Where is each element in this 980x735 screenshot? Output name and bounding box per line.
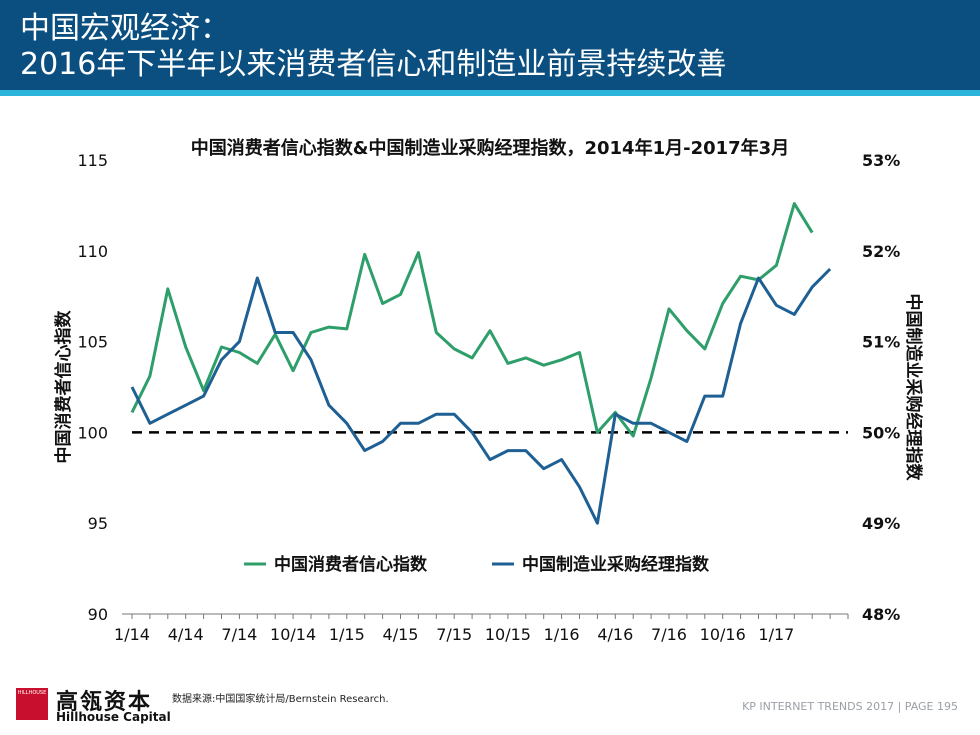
x-tick-label: 1/17 (758, 625, 794, 644)
x-tick-label: 10/15 (485, 625, 531, 644)
logo-chinese-name: 高瓴资本 (56, 690, 153, 715)
y-right-tick-label: 52% (862, 242, 900, 261)
y-left-tick-label: 105 (77, 333, 108, 352)
x-tick-label: 10/16 (700, 625, 746, 644)
x-tick-label: 1/15 (329, 625, 365, 644)
consumer-confidence-line (130, 202, 814, 438)
chart-title: 中国消费者信心指数&中国制造业采购经理指数，2014年1月-2017年3月 (191, 137, 789, 159)
y-left-axis-label: 中国消费者信心指数 (53, 310, 74, 464)
y-left-tick-label: 90 (88, 605, 108, 624)
x-tick-label: 1/14 (114, 625, 150, 644)
hillhouse-logo-icon (16, 688, 48, 720)
y-right-tick-label: 49% (862, 514, 900, 533)
footer-page-info: KP INTERNET TRENDS 2017 | PAGE 195 (742, 700, 958, 713)
page-title-line1: 中国宏观经济： (20, 11, 230, 46)
x-tick-label: 7/15 (436, 625, 472, 644)
legend-label: 中国消费者信心指数 (274, 554, 428, 575)
x-tick-label: 7/16 (651, 625, 687, 644)
y-right-tick-label: 51% (862, 333, 900, 352)
logo-small-text: HILLHOUSE (17, 690, 47, 696)
x-tick-label: 1/16 (544, 625, 580, 644)
chart-legend: 中国消费者信心指数 中国制造业采购经理指数 (244, 554, 710, 575)
x-tick-label: 4/15 (383, 625, 419, 644)
x-tick-label: 4/16 (597, 625, 633, 644)
logo-english-name: Hillhouse Capital (56, 710, 171, 724)
y-left-tick-label: 100 (77, 423, 108, 442)
y-left-tick-label: 95 (88, 514, 108, 533)
y-left-tick-label: 110 (77, 242, 108, 261)
y-right-tick-label: 48% (862, 605, 900, 624)
legend-label: 中国制造业采购经理指数 (522, 554, 710, 575)
page-title-line2: 2016年下半年以来消费者信心和制造业前景持续改善 (20, 47, 727, 82)
pmi-line (130, 267, 832, 525)
y-right-tick-label: 50% (862, 423, 900, 442)
y-left-tick-label: 115 (77, 151, 108, 170)
source-note: 数据来源:中国国家统计局/Bernstein Research. (172, 694, 389, 705)
chart-axes: 90 95 100 105 110 115 48% 49% 50% 51% 52% 53% 1/14 4/… (53, 151, 924, 644)
y-right-axis-label: 中国制造业采购经理指数 (903, 294, 924, 482)
header-bar (0, 0, 980, 90)
chart-series-layer (130, 202, 848, 525)
header-accent-line (0, 90, 980, 96)
x-tick-label: 7/14 (221, 625, 257, 644)
x-tick-label: 10/14 (270, 625, 316, 644)
y-right-tick-label: 53% (862, 151, 900, 170)
x-tick-label: 4/14 (168, 625, 204, 644)
